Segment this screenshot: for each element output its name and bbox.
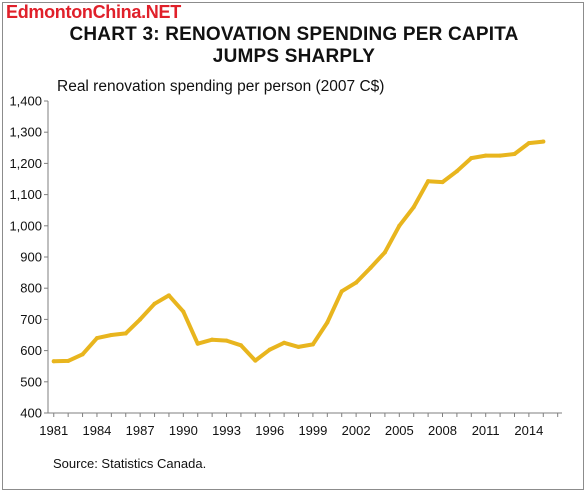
data-point bbox=[339, 289, 344, 294]
y-tick-label: 1,300 bbox=[9, 125, 42, 140]
data-point bbox=[498, 153, 503, 158]
data-point bbox=[296, 344, 301, 349]
data-point bbox=[282, 340, 287, 345]
y-tick-label: 500 bbox=[20, 374, 42, 389]
data-point bbox=[123, 331, 128, 336]
data-point bbox=[483, 153, 488, 158]
series-group bbox=[51, 139, 546, 364]
data-point bbox=[253, 358, 258, 363]
y-tick-label: 1,200 bbox=[9, 156, 42, 171]
chart-title-line-1: CHART 3: RENOVATION SPENDING PER CAPITA bbox=[69, 24, 519, 45]
chart-title-line-2: JUMPS SHARPLY bbox=[212, 46, 376, 67]
data-point bbox=[469, 156, 474, 161]
y-tick-label: 700 bbox=[20, 312, 42, 327]
data-point bbox=[210, 337, 215, 342]
series-line bbox=[51, 139, 546, 364]
data-point bbox=[454, 169, 459, 174]
x-tick-label: 2008 bbox=[428, 423, 457, 438]
x-tick-label: 2002 bbox=[342, 423, 371, 438]
x-tick-label: 1990 bbox=[169, 423, 198, 438]
y-tick-label: 900 bbox=[20, 250, 42, 265]
y-tick-label: 600 bbox=[20, 343, 42, 358]
data-point bbox=[368, 265, 373, 270]
y-tick-label: 800 bbox=[20, 281, 42, 296]
data-point bbox=[267, 347, 272, 352]
x-tick-label: 2011 bbox=[472, 423, 500, 438]
data-point bbox=[195, 341, 200, 346]
data-point bbox=[138, 317, 143, 322]
x-tick-label: 2005 bbox=[385, 423, 414, 438]
x-tick-label: 1993 bbox=[212, 423, 241, 438]
y-axis-ticks: 400 500 600 700 800 900 1,000 1,100 1,200 1,300 1,… bbox=[9, 94, 48, 421]
data-point bbox=[325, 320, 330, 325]
axes bbox=[47, 101, 562, 414]
x-tick-label: 2014 bbox=[514, 423, 543, 438]
y-tick-label: 1,000 bbox=[9, 218, 42, 233]
data-point bbox=[80, 352, 85, 357]
data-point bbox=[166, 293, 171, 298]
data-point bbox=[354, 280, 359, 285]
watermark-logo: EdmontonChina.NET bbox=[6, 2, 181, 22]
x-tick-label: 1984 bbox=[82, 423, 111, 438]
y-axis-unit-label: Real renovation spending per person (200… bbox=[57, 78, 385, 95]
data-point bbox=[152, 301, 157, 306]
x-tick-label: 1999 bbox=[298, 423, 327, 438]
data-point bbox=[382, 250, 387, 255]
chart-frame bbox=[2, 2, 584, 490]
data-point bbox=[526, 141, 531, 146]
data-point bbox=[512, 152, 517, 157]
y-tick-label: 1,100 bbox=[9, 187, 42, 202]
source-note: Source: Statistics Canada. bbox=[53, 456, 207, 471]
data-point bbox=[411, 205, 416, 210]
data-point bbox=[181, 309, 186, 314]
x-tick-label: 1981 bbox=[39, 423, 68, 438]
x-tick-label: 1987 bbox=[126, 423, 155, 438]
y-tick-label: 1,400 bbox=[9, 94, 42, 109]
data-point bbox=[397, 223, 402, 228]
data-point bbox=[224, 338, 229, 343]
x-axis-ticks: 1981 1984 1987 1990 1993 1996 1999 2002 2005 2008… bbox=[39, 413, 559, 438]
data-point bbox=[109, 333, 114, 337]
x-tick-label: 1996 bbox=[255, 423, 284, 438]
data-point bbox=[51, 359, 56, 364]
data-point bbox=[94, 336, 99, 341]
data-point bbox=[238, 343, 243, 348]
data-point bbox=[66, 358, 71, 363]
y-tick-label: 400 bbox=[20, 406, 42, 421]
data-point bbox=[426, 179, 431, 184]
data-point bbox=[310, 342, 315, 347]
data-point bbox=[541, 139, 546, 144]
data-point bbox=[440, 180, 445, 185]
